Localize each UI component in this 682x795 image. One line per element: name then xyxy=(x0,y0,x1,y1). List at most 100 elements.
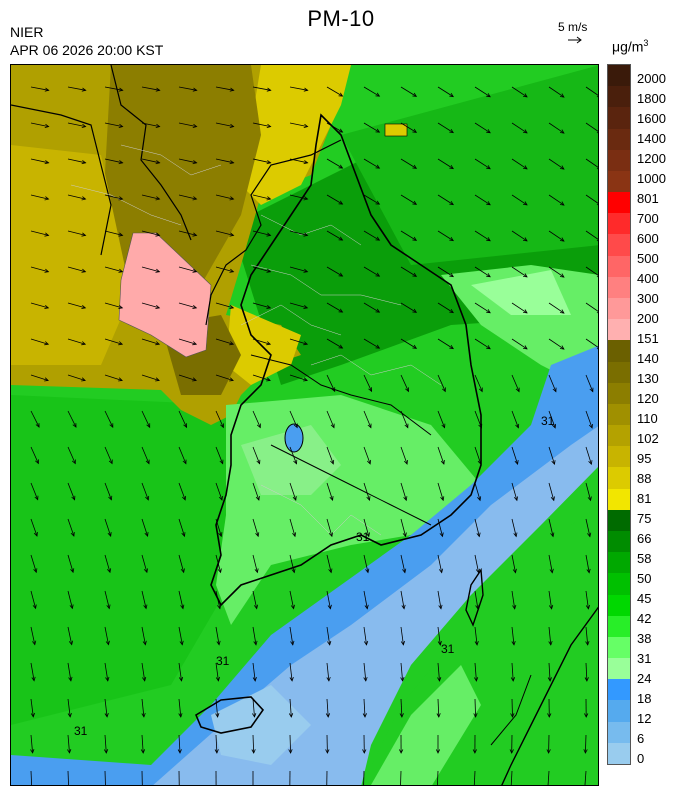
legend-swatch xyxy=(608,509,630,532)
wind-arrow xyxy=(252,86,271,91)
wind-arrow xyxy=(437,518,443,537)
wind-arrow xyxy=(326,374,336,392)
wind-arrow-head xyxy=(266,304,272,309)
legend-swatch xyxy=(608,65,630,87)
wind-arrow-head xyxy=(81,268,87,273)
wind-arrow-head xyxy=(71,459,76,465)
wind-arrow xyxy=(215,734,218,754)
wind-arrow-head xyxy=(229,232,235,237)
wind-arrow-head xyxy=(183,423,188,429)
wind-arrow xyxy=(104,482,112,500)
wind-arrow xyxy=(400,770,402,785)
legend-swatch xyxy=(608,636,630,659)
forecast-datetime: APR 06 2026 20:00 KST xyxy=(10,42,164,58)
wind-arrow xyxy=(141,410,151,428)
wind-arrow xyxy=(548,590,552,609)
wind-arrow xyxy=(585,86,598,96)
wind-arrow-head xyxy=(548,640,553,646)
wind-arrow-head xyxy=(375,128,381,133)
wind-arrow-head xyxy=(400,677,405,682)
wind-arrow-head xyxy=(30,785,34,786)
wind-arrow xyxy=(67,230,86,236)
wind-arrow-head xyxy=(303,377,308,382)
wind-arrow-head xyxy=(145,495,150,501)
legend-tick-label: 38 xyxy=(637,630,652,646)
wind-arrow-head xyxy=(449,344,454,350)
wind-arrow-head xyxy=(512,604,517,610)
wind-arrow-head xyxy=(218,495,223,501)
wind-arrow xyxy=(400,410,409,428)
wind-arrow xyxy=(141,158,160,164)
wind-arrow-head xyxy=(118,341,124,346)
wind-arrow xyxy=(104,770,106,785)
wind-arrow-head xyxy=(404,423,409,429)
wind-arrow xyxy=(585,302,598,312)
wind-arrow xyxy=(178,734,181,754)
wind-arrow xyxy=(437,554,443,573)
wind-arrow xyxy=(474,446,482,465)
legend-swatch xyxy=(608,382,630,405)
wind-arrow xyxy=(141,446,150,464)
wind-arrow-head xyxy=(192,160,198,165)
wind-arrow xyxy=(30,518,38,537)
wind-arrow xyxy=(67,554,74,573)
wind-arrow-head xyxy=(363,677,368,682)
wind-arrow xyxy=(30,770,33,785)
wind-arrow-head xyxy=(338,344,344,349)
wind-arrow-head xyxy=(478,387,483,393)
wind-arrow-head xyxy=(441,423,446,429)
wind-arrow xyxy=(437,446,445,465)
wind-arrow xyxy=(178,554,185,573)
wind-arrow-head xyxy=(303,87,309,92)
wind-arrow xyxy=(548,662,551,682)
wind-arrow xyxy=(548,86,565,98)
wind-arrow-head xyxy=(179,640,184,646)
wind-arrow xyxy=(30,590,36,609)
wind-arrow xyxy=(289,410,298,428)
wind-arrow xyxy=(289,266,308,273)
wind-arrow xyxy=(289,302,308,309)
wind-arrow xyxy=(584,770,587,785)
wind-arrow-head xyxy=(475,568,480,574)
wind-arrow-head xyxy=(67,712,72,718)
wind-arrow xyxy=(30,194,49,200)
wind-arrow-head xyxy=(473,785,477,786)
wind-arrow xyxy=(437,86,454,97)
wind-arrow-head xyxy=(266,232,272,237)
wind-arrow-head xyxy=(585,641,590,646)
legend-swatch xyxy=(608,552,630,574)
wind-arrow-head xyxy=(251,785,255,786)
wind-arrow xyxy=(511,698,513,718)
wind-arrow-head xyxy=(69,604,74,610)
wind-arrow-head xyxy=(44,377,49,382)
wind-arrow-head xyxy=(216,640,221,646)
wind-arrow xyxy=(215,698,218,717)
wind-arrow-head xyxy=(44,304,50,309)
wind-arrow xyxy=(215,554,221,573)
wind-arrow-head xyxy=(513,532,518,538)
wind-arrow xyxy=(178,482,186,501)
wind-arrow-head xyxy=(475,604,480,610)
wind-arrow-head xyxy=(486,129,491,134)
wind-arrow xyxy=(511,230,528,242)
wind-arrow xyxy=(104,194,123,200)
wind-arrow xyxy=(363,554,369,573)
wind-arrow-head xyxy=(256,423,261,429)
wind-arrow xyxy=(30,662,35,681)
wind-arrow-head xyxy=(266,123,272,128)
wind-arrow-head xyxy=(118,87,124,92)
wind-arrow xyxy=(511,86,528,98)
wind-arrow xyxy=(326,302,343,313)
wind-arrow xyxy=(178,446,187,464)
wind-arrow-head xyxy=(587,532,592,538)
wind-arrow-head xyxy=(325,785,329,786)
wind-arrow-head xyxy=(252,676,257,682)
legend-tick-label: 18 xyxy=(637,690,652,706)
wind-arrow xyxy=(511,446,518,465)
wind-arrow-head xyxy=(30,712,35,718)
legend-swatch xyxy=(608,446,630,468)
wind-arrow-head xyxy=(365,568,370,574)
legend-swatch xyxy=(608,531,630,553)
legend-tick-label: 120 xyxy=(637,390,659,406)
wind-arrow-head xyxy=(288,749,293,754)
